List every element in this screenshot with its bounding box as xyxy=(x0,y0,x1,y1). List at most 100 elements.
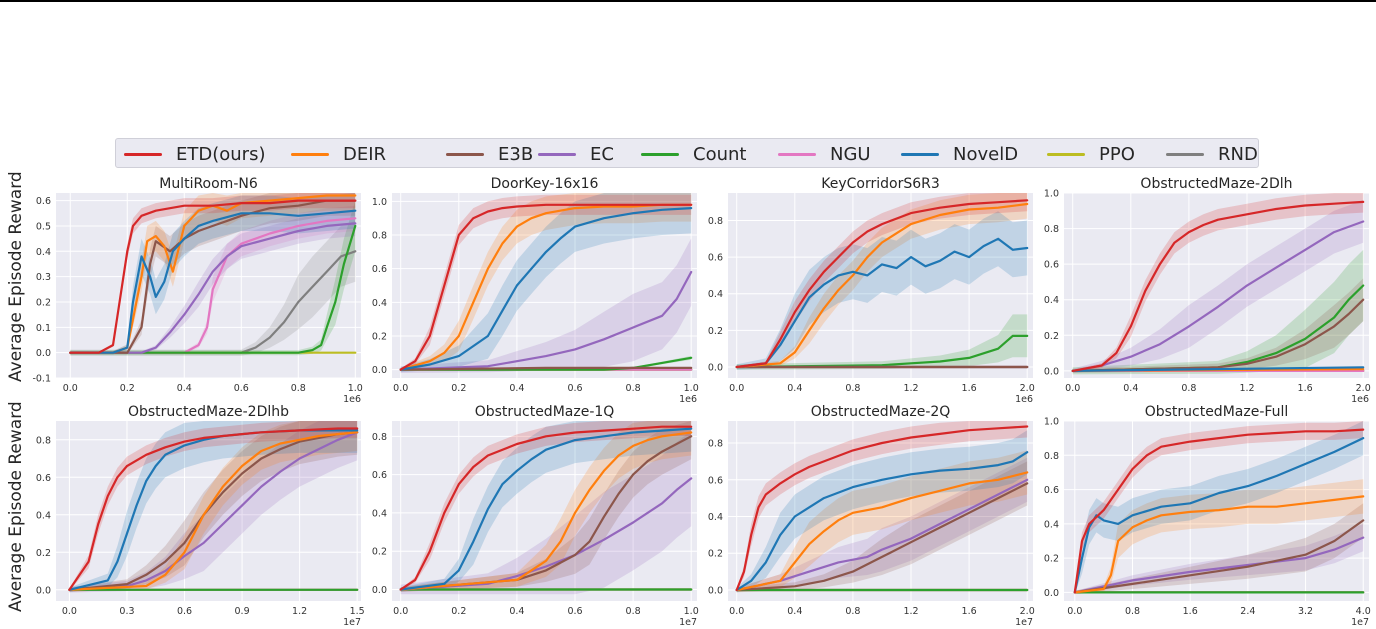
y-tick-label: 0.2 xyxy=(372,547,387,558)
panel-obstructedmaze-1q: 0.0 0.2 0.4 0.6 0.8 1.0 0.0 0.2 0.4 0.6 0.8 1e7 Obst… xyxy=(372,404,699,628)
y-tick-label: 0.5 xyxy=(36,221,51,232)
x-tick-label: 0.6 xyxy=(234,383,249,394)
line-noveld xyxy=(1073,437,1365,594)
y-tick-label: 0.6 xyxy=(36,196,51,207)
line-e3b xyxy=(735,482,1029,592)
band-etd-ours xyxy=(69,421,358,591)
series-group xyxy=(69,193,357,356)
band-ec xyxy=(736,457,1028,593)
x-axis-scale-label: 1e7 xyxy=(1015,617,1033,628)
line-rnd xyxy=(69,250,357,354)
y-tick-label: 0.4 xyxy=(36,247,51,258)
legend-item-e3b: E3B xyxy=(446,139,533,169)
panel-obstructedmaze-2q: 0.0 0.4 0.8 1.2 1.6 2.0 0.0 0.2 0.4 0.6 0.8 1e7 Obst… xyxy=(708,404,1035,628)
x-tick-label: 0.2 xyxy=(120,383,135,394)
legend-swatch xyxy=(778,152,816,156)
legend-swatch xyxy=(446,152,484,156)
y-tick-label: 0.6 xyxy=(372,470,387,481)
legend-item-rnd: RND xyxy=(1166,139,1258,169)
line-etd-ours xyxy=(399,425,693,591)
x-tick-label: 2.4 xyxy=(1240,606,1255,617)
y-tick-label: 0.4 xyxy=(708,289,723,300)
legend-item-noveld: NovelD xyxy=(901,139,1018,169)
y-tick-label: 0.8 xyxy=(708,439,723,450)
legend-swatch xyxy=(901,152,939,156)
y-tick-label: 0.3 xyxy=(36,272,51,283)
y-tick-label: 0.0 xyxy=(372,365,387,376)
x-tick-label: 0.0 xyxy=(1067,606,1082,617)
y-tick-label: 0.8 xyxy=(708,216,723,227)
x-tick-label: 0.0 xyxy=(393,606,408,617)
legend-label: E3B xyxy=(498,143,534,165)
legend-item-deir: DEIR xyxy=(291,139,386,169)
band-deir xyxy=(736,450,1028,593)
x-tick-label: 0.8 xyxy=(626,606,641,617)
series-group xyxy=(735,193,1029,370)
x-tick-label: 1.0 xyxy=(348,383,363,394)
y-tick-label: 0.8 xyxy=(1044,224,1059,235)
panel-obstructedmaze-full: 0.0 0.8 1.6 2.4 3.2 4.0 0.0 0.2 0.4 0.6 0.8 1.0 1e7 O… xyxy=(1044,404,1371,628)
panel-multiroom-n6: 0.0 0.2 0.4 0.6 0.8 1.0 -0.1 0.0 0.1 0.2 0.3 0.4 0.5… xyxy=(32,176,362,405)
line-ec xyxy=(399,270,693,371)
panel-title: MultiRoom-N6 xyxy=(159,176,258,192)
x-tick-label: 0.2 xyxy=(451,383,466,394)
x-tick-label: 0.2 xyxy=(451,606,466,617)
band-e3b xyxy=(1074,503,1364,595)
y-tick-label: 0.6 xyxy=(36,473,51,484)
band-deir xyxy=(736,193,1028,369)
x-tick-label: 1.2 xyxy=(1239,383,1254,394)
line-noveld xyxy=(735,451,1029,592)
y-tick-label: 1.0 xyxy=(1044,189,1059,200)
line-ec xyxy=(68,431,359,591)
line-ec xyxy=(1073,536,1365,594)
legend-swatch xyxy=(1047,152,1085,156)
line-deir xyxy=(735,471,1029,592)
band-etd-ours xyxy=(736,193,1028,369)
y-tick-label: 1.0 xyxy=(372,197,387,208)
plot-area xyxy=(1064,193,1369,378)
panel-title: ObstructedMaze-2Dlhb xyxy=(128,404,289,420)
panel-title: ObstructedMaze-1Q xyxy=(475,404,615,420)
y-tick-label: 0.0 xyxy=(372,585,387,596)
line-etd-ours xyxy=(68,427,359,591)
line-e3b xyxy=(1071,298,1365,372)
band-etd-ours xyxy=(400,421,692,591)
line-noveld xyxy=(69,209,357,354)
x-tick-label: 0.0 xyxy=(729,383,744,394)
y-tick-label: 0.0 xyxy=(708,363,723,374)
legend: ETD(ours) DEIR E3B EC Count NGU NovelD PPO RND xyxy=(115,138,1259,168)
legend-label: EC xyxy=(590,143,614,165)
y-tick-label: 0.6 xyxy=(1044,260,1059,271)
legend-swatch xyxy=(641,152,679,156)
line-ec xyxy=(1071,220,1365,372)
x-tick-label: 0.8 xyxy=(845,383,860,394)
y-tick-label: 0.8 xyxy=(372,432,387,443)
y-tick-label: 0.0 xyxy=(36,348,51,359)
line-e3b xyxy=(399,435,693,591)
band-deir xyxy=(1074,479,1364,595)
x-axis-scale-label: 1e7 xyxy=(679,617,697,628)
line-count xyxy=(735,334,1029,369)
x-tick-label: 0.0 xyxy=(62,606,77,617)
legend-label: NGU xyxy=(830,143,871,165)
x-tick-label: 0.9 xyxy=(235,606,250,617)
x-tick-label: 1.6 xyxy=(962,383,977,394)
y-tick-label: 0.2 xyxy=(1044,554,1059,565)
y-tick-label: 0.0 xyxy=(708,585,723,596)
x-axis-scale-label: 1e7 xyxy=(343,617,361,628)
line-etd-ours xyxy=(1073,428,1365,594)
y-tick-label: 0.4 xyxy=(372,508,387,519)
y-tick-label: 0.1 xyxy=(36,323,51,334)
x-tick-label: 0.8 xyxy=(291,383,306,394)
series-group xyxy=(399,421,693,595)
line-etd-ours xyxy=(735,199,1029,369)
band-count xyxy=(1072,249,1364,375)
line-deir xyxy=(399,203,693,371)
line-ec xyxy=(735,478,1029,592)
band-e3b xyxy=(736,461,1028,593)
y-tick-label: 0.4 xyxy=(1044,295,1059,306)
x-axis-scale-label: 1e6 xyxy=(1351,394,1369,405)
line-etd-ours xyxy=(1071,200,1365,372)
legend-label: Count xyxy=(693,143,747,165)
